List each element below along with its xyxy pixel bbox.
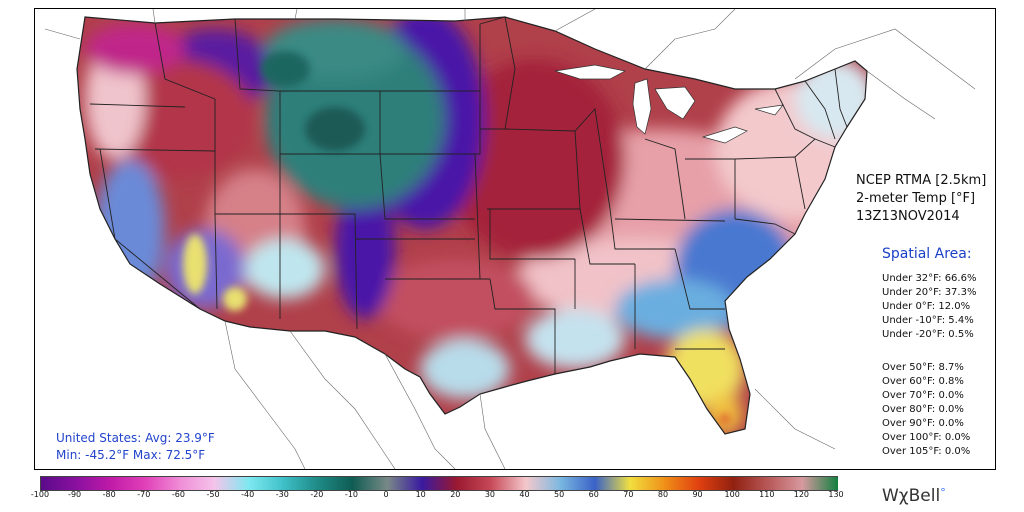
colorbar-tick-label: 20 <box>450 490 461 499</box>
stat-under-minus20: Under -20°F: 0.5% <box>882 329 974 340</box>
colorbar-segment <box>733 477 769 490</box>
stat-over-50: Over 50°F: 8.7% <box>882 362 964 373</box>
title-line-1: NCEP RTMA [2.5km] <box>856 173 987 188</box>
colorbar-tick-label: 90 <box>692 490 703 499</box>
international-borders <box>44 9 976 469</box>
stat-over-90: Over 90°F: 0.0% <box>882 418 964 429</box>
colorbar-segment <box>387 477 423 490</box>
colorbar-tick-label: 60 <box>588 490 599 499</box>
colorbar-segment <box>421 477 457 490</box>
colorbar-tick-label: 130 <box>828 490 844 499</box>
colorbar-tick-label: 110 <box>759 490 775 499</box>
colorbar-tick-label: 0 <box>383 490 389 499</box>
colorbar-tick-label: 30 <box>484 490 495 499</box>
colorbar-tick-label: -10 <box>344 490 359 499</box>
colorbar-segment <box>75 477 111 490</box>
colorbar-segment <box>317 477 354 490</box>
map-frame <box>34 8 996 470</box>
min-max-text: Min: -45.2°F Max: 72.5°F <box>56 448 206 462</box>
wxbell-dot-icon: ° <box>940 486 946 499</box>
colorbar-tick-label: -30 <box>275 490 289 499</box>
colorbar-segment <box>248 477 284 490</box>
colorbar-tick-label: -20 <box>310 490 324 499</box>
title-line-3: 13Z13NOV2014 <box>856 209 960 224</box>
spatial-area-heading: Spatial Area: <box>882 246 972 262</box>
colorbar-segment <box>525 477 561 490</box>
stat-under-0: Under 0°F: 12.0% <box>882 301 971 312</box>
wxbell-logo: WχBell° <box>882 486 946 506</box>
colorbar-tick-label: -50 <box>206 490 220 499</box>
colorbar-segment <box>283 477 319 490</box>
colorbar-tick-label: 40 <box>519 490 530 499</box>
stat-over-70: Over 70°F: 0.0% <box>882 390 964 401</box>
colorbar-tick-label: -80 <box>102 490 116 499</box>
colorbar-segment <box>802 477 838 490</box>
colorbar-segment <box>179 477 215 490</box>
colorbar-segment <box>698 477 734 490</box>
colorbar-tick-label: -60 <box>171 490 185 499</box>
colorbar-tick-label: 10 <box>415 490 426 499</box>
great-lakes <box>554 64 784 144</box>
colorbar-tick-label: 80 <box>657 490 669 499</box>
stat-under-32: Under 32°F: 66.6% <box>882 273 977 284</box>
stat-over-100: Over 100°F: 0.0% <box>882 432 971 443</box>
colorbar-segment <box>214 477 250 490</box>
colorbar-tick-label: -40 <box>241 490 255 499</box>
colorbar-tick-label: 50 <box>554 490 565 499</box>
colorbar-segment <box>490 477 527 490</box>
colorbar-tick-label: -70 <box>137 490 151 499</box>
colorbar-tick-label: -90 <box>68 490 82 499</box>
colorbar-segment <box>41 477 77 490</box>
temperature-colorbar <box>40 476 838 491</box>
stat-under-20: Under 20°F: 37.3% <box>882 287 977 298</box>
colorbar-segment <box>629 477 665 490</box>
colorbar-tick-label: -100 <box>30 490 50 499</box>
colorbar-segment <box>663 477 700 490</box>
colorbar-segment <box>144 477 181 490</box>
wxbell-logo-text: WχBell <box>882 486 941 506</box>
stat-over-105: Over 105°F: 0.0% <box>882 446 971 457</box>
stat-over-80: Over 80°F: 0.0% <box>882 404 964 415</box>
colorbar-segment <box>594 477 630 490</box>
colorbar-tick-label: 70 <box>623 490 634 499</box>
colorbar-tick-label: 100 <box>724 490 740 499</box>
temperature-map <box>35 9 995 469</box>
colorbar-segment <box>456 477 492 490</box>
colorbar-tick-label: 120 <box>793 490 810 499</box>
stat-over-60: Over 60°F: 0.8% <box>882 376 964 387</box>
stat-under-minus10: Under -10°F: 5.4% <box>882 315 974 326</box>
colorbar-segment <box>352 477 388 490</box>
colorbar-segment <box>767 477 803 490</box>
colorbar-segment <box>560 477 596 490</box>
title-line-2: 2-meter Temp [°F] <box>856 191 976 206</box>
us-average-text: United States: Avg: 23.9°F <box>56 431 215 445</box>
colorbar-segment <box>110 477 146 490</box>
